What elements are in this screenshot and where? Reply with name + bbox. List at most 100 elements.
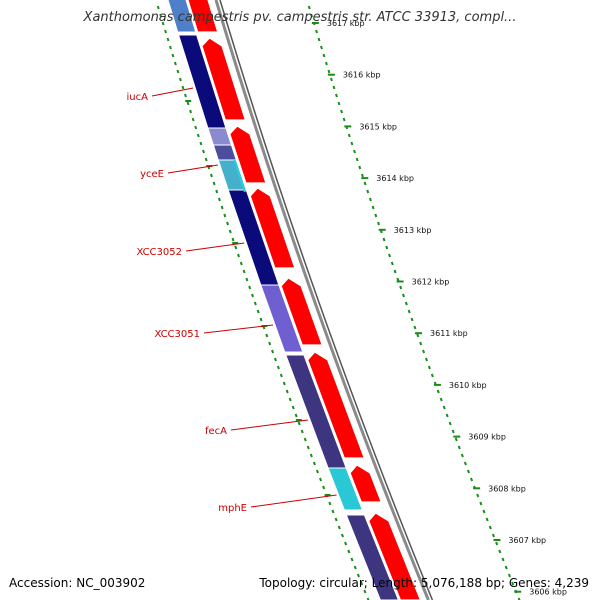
tick-mark: [404, 301, 408, 306]
tick-mark: [353, 565, 357, 570]
tick-mark: [482, 509, 486, 514]
gene-label-xcc3052[interactable]: XCC3052: [136, 247, 182, 258]
tick-mark: [242, 269, 246, 274]
tick-mark: [324, 61, 328, 66]
tick-mark: [454, 437, 458, 442]
tick-mark: [239, 261, 243, 266]
reverse-gene-block: [260, 284, 304, 353]
tick-mark: [371, 205, 375, 210]
gene-label-feca[interactable]: fecA: [205, 426, 227, 437]
tick-mark: [363, 589, 367, 594]
tick-mark: [347, 133, 351, 138]
tick-mark: [173, 61, 177, 66]
backbone: [214, 0, 434, 600]
gene-label-ycee[interactable]: yceE: [140, 169, 164, 180]
tick-mark: [427, 365, 431, 370]
tick-mark: [511, 581, 515, 586]
tick-mark: [259, 317, 263, 322]
tick-mark: [460, 453, 464, 458]
tick-mark: [436, 389, 440, 394]
backbone-inner-line: [219, 0, 434, 600]
tick-mark: [360, 581, 364, 586]
forward-gene-arrow: [306, 351, 366, 459]
tick-mark: [178, 77, 182, 82]
tick-mark: [320, 45, 323, 50]
tick-mark: [363, 181, 367, 186]
reverse-gene-block: [345, 514, 399, 600]
tick-mark: [388, 253, 391, 258]
tick-mark: [291, 405, 295, 410]
gene-label-xcc3051[interactable]: XCC3051: [154, 329, 200, 340]
tick-mark: [424, 357, 428, 362]
kbp-label: 3615 kbp: [359, 122, 397, 131]
tick-mark: [310, 13, 314, 18]
tick-mark: [358, 165, 362, 170]
tick-mark: [273, 357, 277, 362]
tick-mark: [156, 5, 160, 10]
gene-leader-line: [167, 164, 219, 174]
reverse-gene-block: [207, 127, 233, 146]
tick-mark: [166, 37, 170, 42]
tick-mark: [248, 285, 252, 290]
tick-mark: [212, 181, 216, 186]
tick-mark: [297, 421, 301, 426]
gene-label-mphe[interactable]: mphE: [218, 503, 247, 514]
tick-mark: [350, 141, 354, 146]
tick-mark: [390, 261, 394, 266]
tick-mark: [189, 109, 193, 114]
tick-mark: [228, 229, 232, 234]
tick-mark: [307, 5, 311, 10]
tick-mark: [312, 461, 316, 466]
tick-mark: [410, 317, 414, 322]
tick-mark: [385, 245, 389, 250]
reverse-gene-block: [327, 467, 364, 511]
tick-mark: [161, 21, 165, 26]
forward-gene-arrow: [201, 37, 247, 121]
tick-mark: [186, 101, 190, 106]
tick-mark: [204, 157, 208, 162]
tick-mark: [194, 125, 198, 130]
tick-mark: [209, 173, 213, 178]
tick-mark: [319, 477, 323, 482]
tick-mark: [191, 117, 195, 122]
tick-mark: [342, 117, 346, 122]
reverse-gene-block: [167, 0, 197, 33]
tick-mark: [448, 421, 452, 426]
tick-mark: [360, 173, 364, 178]
genome-summary: Topology: circular; Length: 5,076,188 bp…: [259, 576, 589, 590]
tick-mark: [353, 149, 356, 154]
accession-text: Accession: NC_003902: [9, 576, 146, 590]
forward-gene-arrow: [368, 512, 422, 600]
kbp-axis: 3617 kbp 3616 kbp 3615 kbp 3614 kbp 3613 kbp…: [311, 19, 567, 597]
tick-mark: [356, 573, 360, 578]
tick-mark: [184, 93, 187, 98]
tick-mark: [251, 293, 254, 298]
gene-leader-line: [250, 494, 337, 508]
tick-mark: [377, 221, 381, 226]
tick-mark: [328, 501, 332, 506]
tick-mark: [245, 277, 249, 282]
tick-mark: [288, 397, 292, 402]
tick-mark: [463, 461, 467, 466]
tick-mark: [507, 573, 511, 578]
kbp-label: 3608 kbp: [488, 484, 526, 493]
tick-mark: [466, 469, 470, 474]
tick-mark: [315, 29, 318, 34]
tick-mark: [327, 69, 331, 74]
kbp-label: 3613 kbp: [394, 226, 432, 235]
tick-mark: [439, 397, 443, 402]
tick-mark: [498, 549, 502, 554]
tick-mark: [335, 93, 338, 98]
tick-mark: [366, 189, 370, 194]
tick-mark: [223, 213, 227, 218]
reverse-gene-highlight: [233, 160, 246, 192]
gene-label-iuca[interactable]: iucA: [127, 92, 149, 103]
tick-mark: [317, 37, 321, 42]
tick-mark: [171, 53, 175, 58]
tick-mark: [253, 301, 257, 306]
tick-mark: [164, 29, 167, 34]
tick-mark: [399, 285, 403, 290]
tick-mark: [202, 149, 205, 154]
kbp-label: 3616 kbp: [343, 71, 381, 80]
